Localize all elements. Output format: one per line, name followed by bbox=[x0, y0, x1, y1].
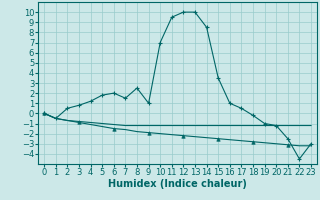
X-axis label: Humidex (Indice chaleur): Humidex (Indice chaleur) bbox=[108, 179, 247, 189]
